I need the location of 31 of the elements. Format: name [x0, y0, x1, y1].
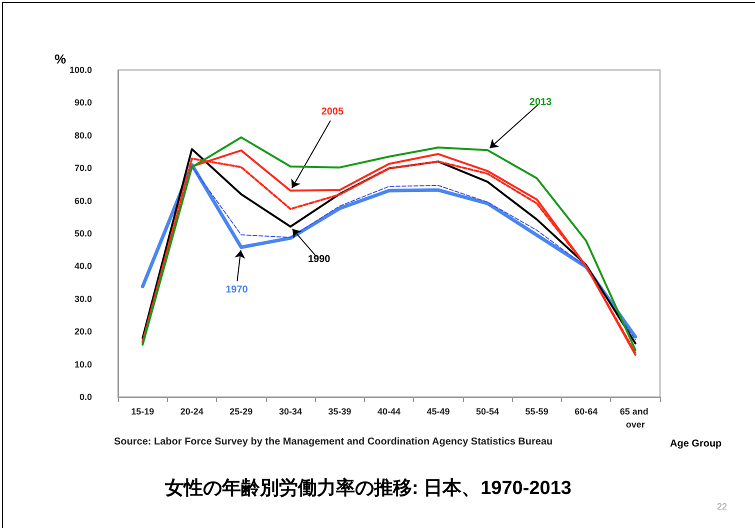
y-tick-label: 100.0: [69, 65, 92, 75]
text: 2013: [529, 96, 552, 108]
x-tick-label: 35-39: [328, 406, 352, 416]
x-tick-label: 30-34: [278, 406, 302, 416]
y-axis-title: %: [54, 52, 66, 67]
text: 1990: [308, 254, 331, 266]
x-tick-label: 60-64: [574, 406, 598, 416]
text: 1970: [226, 284, 248, 296]
text: 2005: [321, 106, 344, 118]
y-tick-label: 80.0: [74, 130, 92, 140]
y-tick-label: 0.0: [79, 392, 92, 402]
y-tick-label: 90.0: [74, 98, 92, 108]
x-tick-label: 50-54: [476, 406, 500, 416]
x-tick-label: 20-24: [180, 406, 204, 416]
x-tick-label: 40-44: [377, 406, 401, 416]
y-tick-label: 30.0: [74, 294, 92, 304]
x-tick-label: 55-59: [525, 406, 548, 416]
text: 女性の年齢別労働力率の推移: 日本、1970-2013: [164, 477, 572, 499]
y-tick-label: 10.0: [74, 359, 92, 370]
x-tick-label: 65 and over: [620, 406, 651, 430]
x-tick-label: 15-19: [131, 406, 154, 416]
source-note: Source: Labor Force Survey by the Management and Coordination Agency Statistics Bureau: [114, 436, 553, 448]
x-tick-label: 25-29: [230, 406, 253, 416]
y-tick-label: 50.0: [74, 228, 92, 238]
y-tick-label: 60.0: [74, 196, 92, 206]
x-axis-title: Age Group: [670, 438, 722, 450]
y-tick-label: 40.0: [74, 261, 92, 272]
text: 22: [716, 502, 728, 512]
y-tick-label: 70.0: [74, 163, 92, 174]
x-tick-label: 45-49: [426, 406, 450, 416]
y-tick-label: 20.0: [74, 326, 92, 337]
